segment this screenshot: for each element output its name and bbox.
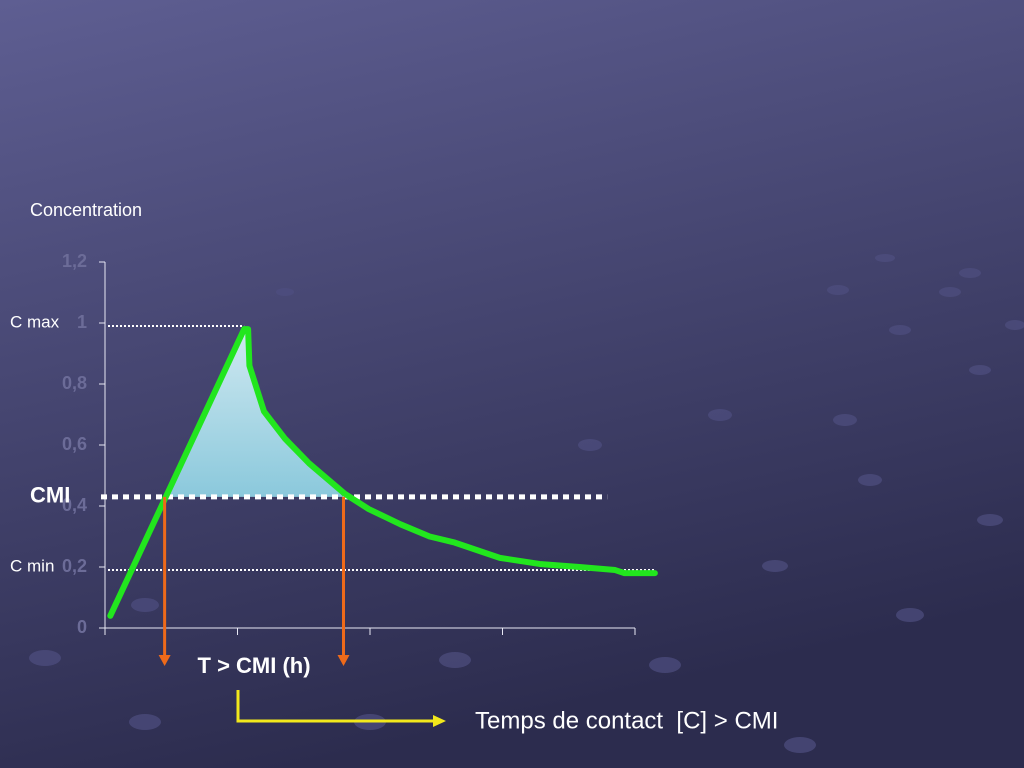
- result-arrowhead: [433, 715, 446, 727]
- crossing-arrowhead: [158, 655, 171, 666]
- y-tick-label: 0,4: [62, 495, 87, 515]
- crossing-label: T > CMI (h): [198, 653, 311, 678]
- reference-label: CMI: [30, 483, 70, 508]
- y-tick-label: 0: [77, 617, 87, 637]
- y-tick-label: 1,2: [62, 251, 87, 271]
- result-arrow: [236, 690, 435, 723]
- reference-label: C min: [10, 557, 54, 576]
- concentration-curve: [107, 326, 658, 619]
- result-label: Temps de contact [C] > CMI: [475, 707, 778, 734]
- decor-dots: [29, 254, 1024, 753]
- crossing-arrowhead: [337, 655, 350, 666]
- y-tick-label: 1: [77, 312, 87, 332]
- reference-label: C max: [10, 313, 60, 332]
- y-tick-label: 0,8: [62, 373, 87, 393]
- y-axis-title: Concentration: [30, 200, 142, 220]
- y-tick-label: 0,6: [62, 434, 87, 454]
- y-tick-label: 0,2: [62, 556, 87, 576]
